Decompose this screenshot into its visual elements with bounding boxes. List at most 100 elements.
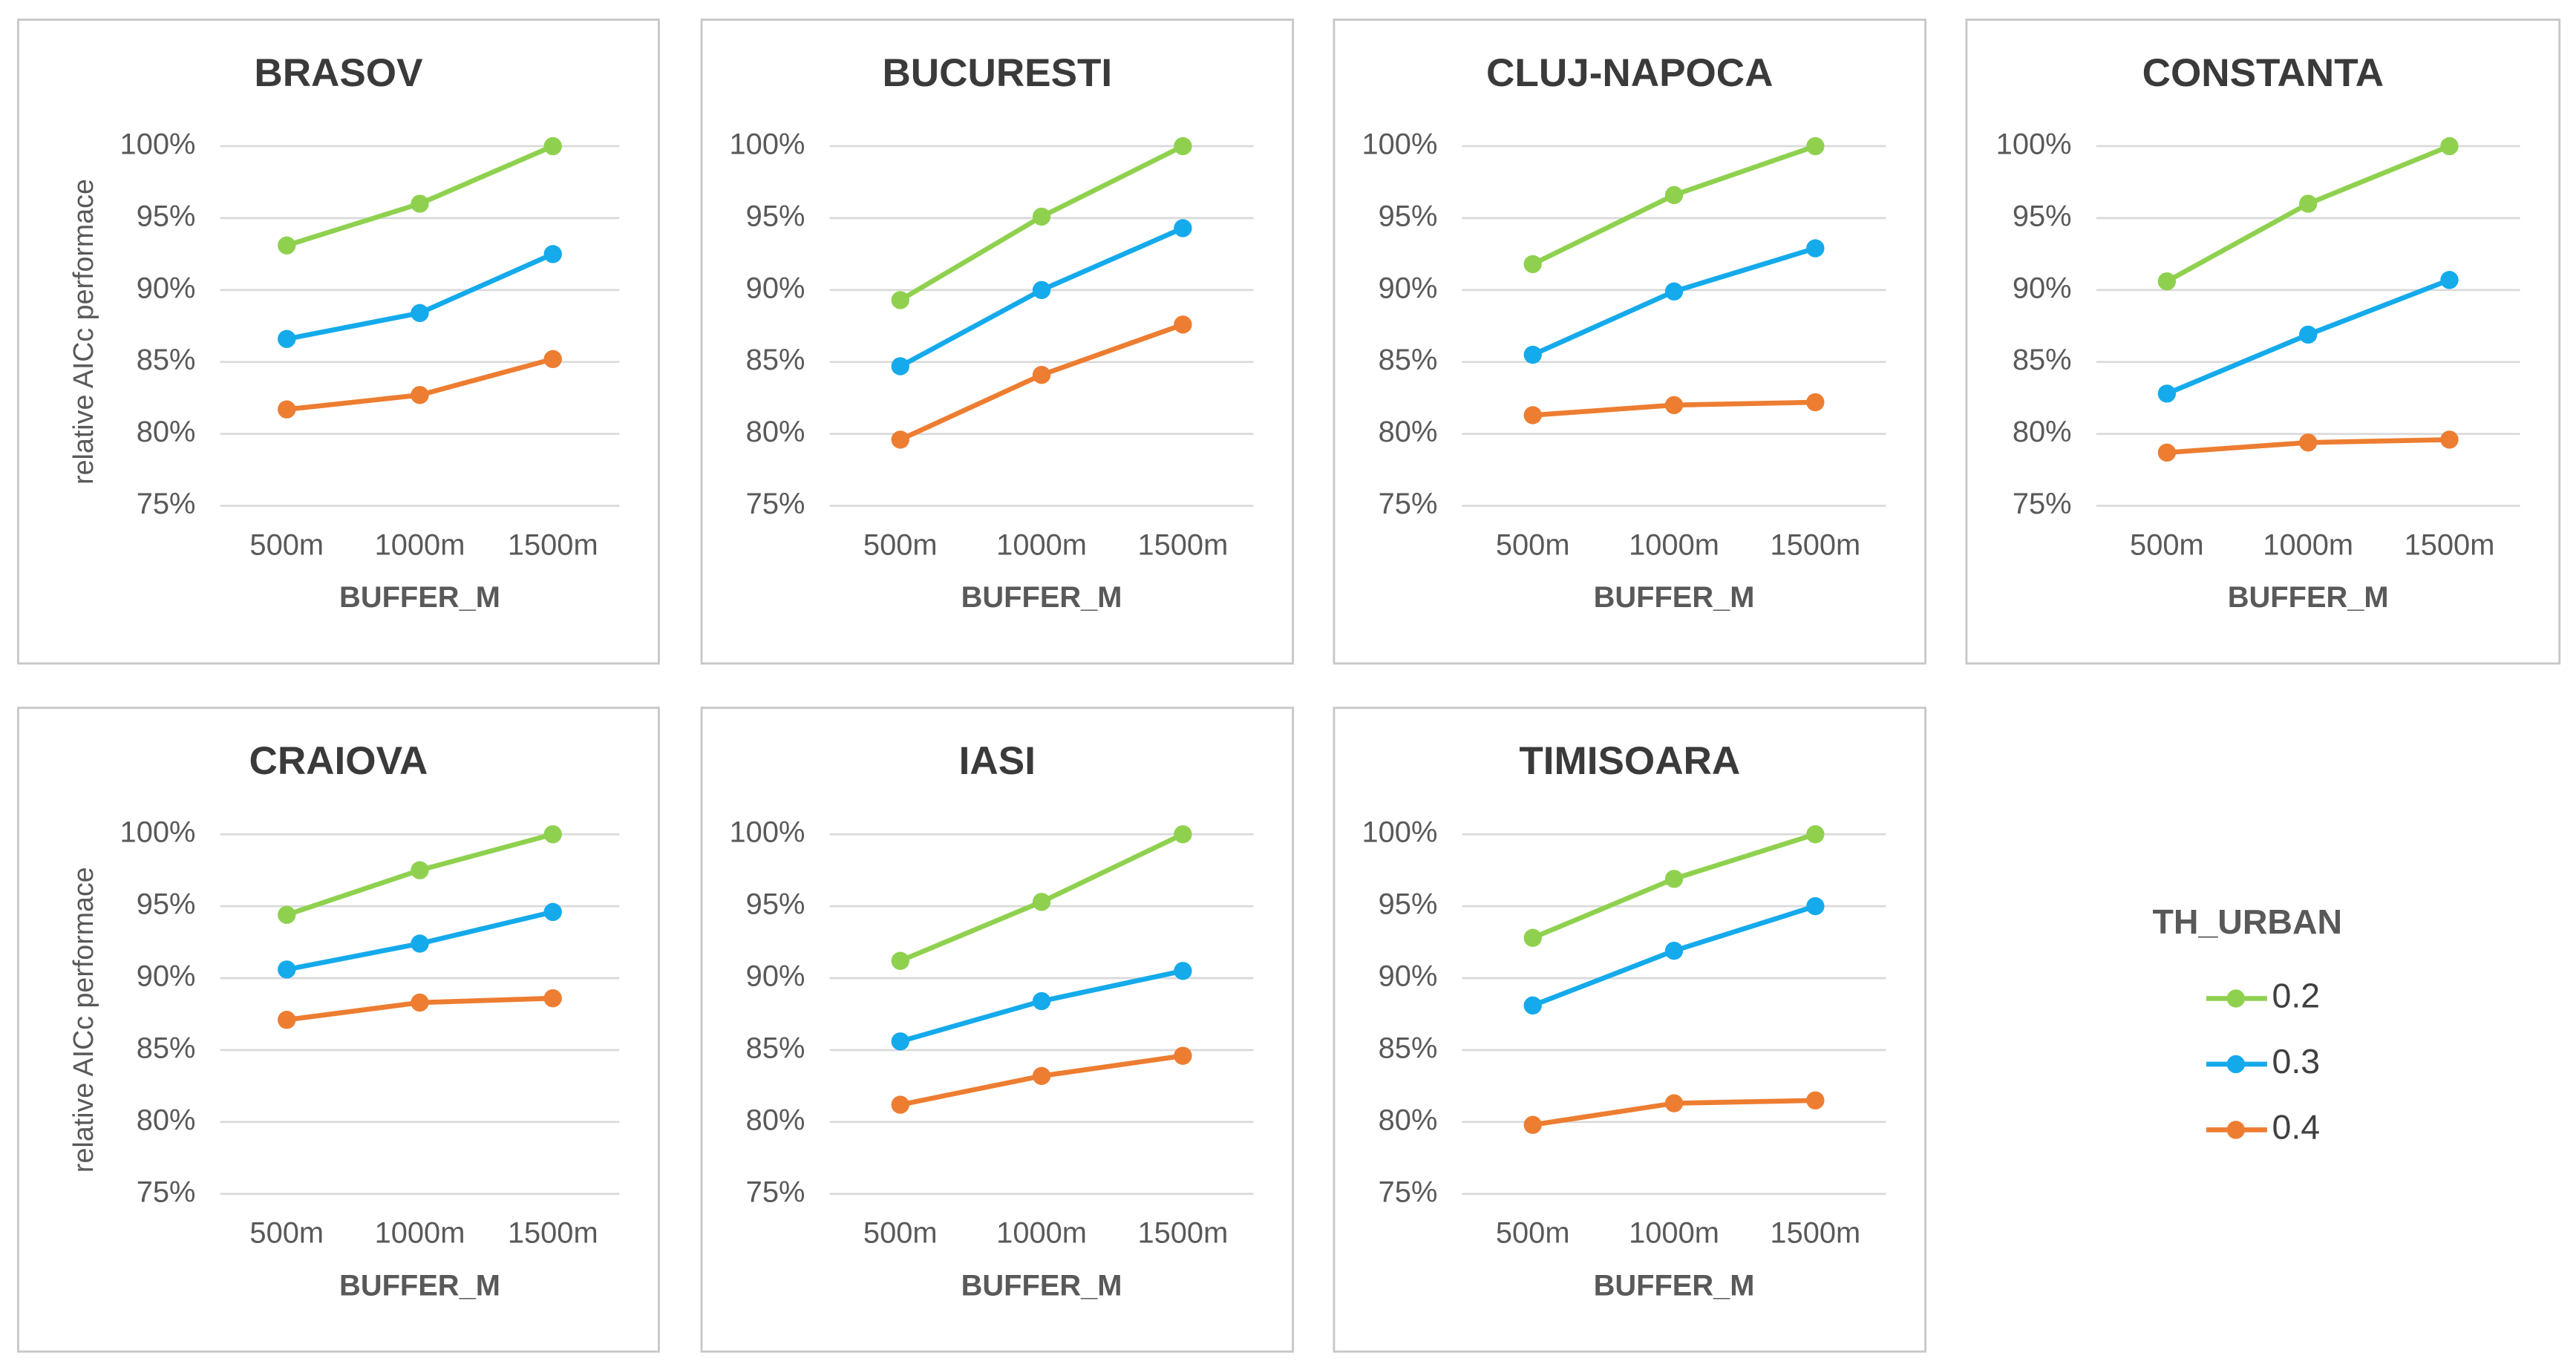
x-tick-label: 500m bbox=[863, 1217, 938, 1250]
x-tick-label: 1000m bbox=[996, 1217, 1087, 1250]
panel-frame bbox=[1333, 19, 1927, 665]
y-tick-label: 75% bbox=[2013, 488, 2072, 520]
y-tick-label: 90% bbox=[137, 272, 196, 304]
chart-title: IASI bbox=[959, 739, 1036, 783]
y-tick-label: 85% bbox=[746, 1032, 805, 1064]
data-point bbox=[411, 304, 429, 322]
chart-title: BUCURESTI bbox=[882, 51, 1112, 95]
data-point bbox=[891, 1032, 909, 1051]
data-point bbox=[1664, 282, 1684, 301]
y-tick-label: 80% bbox=[137, 1104, 196, 1136]
legend-marker bbox=[2226, 1055, 2246, 1074]
panel-frame bbox=[1333, 707, 1927, 1353]
data-point bbox=[1174, 315, 1192, 334]
data-point bbox=[278, 905, 296, 924]
y-tick-label: 95% bbox=[137, 888, 196, 921]
y-tick-label: 80% bbox=[1379, 416, 1438, 448]
x-tick-label: 1500m bbox=[508, 1217, 598, 1250]
legend-title: TH_URBAN bbox=[2153, 902, 2343, 941]
data-point bbox=[411, 386, 429, 404]
y-tick-label: 100% bbox=[120, 128, 196, 160]
x-axis-label: BUFFER_M bbox=[961, 1269, 1122, 1302]
data-point bbox=[2440, 271, 2459, 289]
y-tick-label: 100% bbox=[1361, 816, 1437, 849]
panel-frame bbox=[700, 707, 1295, 1353]
panel-frame bbox=[17, 19, 660, 665]
data-point bbox=[543, 350, 562, 369]
chart-title: CONSTANTA bbox=[2142, 51, 2384, 95]
data-point bbox=[1523, 1115, 1542, 1134]
y-tick-label: 85% bbox=[2013, 344, 2072, 376]
y-tick-label: 80% bbox=[746, 1104, 805, 1136]
data-point bbox=[411, 194, 429, 213]
chart-title: CRAIOVA bbox=[249, 739, 428, 783]
y-tick-label: 95% bbox=[137, 200, 196, 232]
y-tick-label: 90% bbox=[1379, 960, 1438, 993]
y-tick-label: 95% bbox=[1379, 200, 1438, 232]
y-axis-label: relative AICc performace bbox=[68, 179, 99, 485]
panel-frame bbox=[700, 19, 1295, 665]
data-point bbox=[2440, 430, 2459, 449]
x-axis-label: BUFFER_M bbox=[961, 581, 1122, 614]
data-point bbox=[278, 1011, 296, 1029]
data-point bbox=[2157, 272, 2177, 291]
data-point bbox=[1664, 870, 1684, 888]
y-tick-label: 85% bbox=[137, 1032, 196, 1064]
panel-frame bbox=[17, 707, 660, 1353]
data-point bbox=[543, 989, 562, 1008]
data-point bbox=[278, 400, 296, 419]
x-tick-label: 1500m bbox=[1137, 528, 1228, 561]
data-point bbox=[1032, 207, 1051, 226]
x-tick-label: 1500m bbox=[508, 528, 598, 561]
chart-title: TIMISOARA bbox=[1519, 739, 1740, 783]
y-tick-label: 95% bbox=[2013, 200, 2072, 232]
data-point bbox=[1523, 345, 1542, 364]
y-tick-label: 85% bbox=[1379, 1032, 1438, 1064]
data-point bbox=[891, 430, 909, 449]
data-point bbox=[2440, 137, 2459, 156]
data-point bbox=[1523, 255, 1542, 274]
x-tick-label: 500m bbox=[863, 528, 938, 561]
data-point bbox=[1806, 825, 1825, 844]
x-tick-label: 500m bbox=[249, 1217, 324, 1250]
data-point bbox=[891, 291, 909, 309]
y-tick-label: 75% bbox=[137, 488, 196, 520]
chart-title: CLUJ-NAPOCA bbox=[1486, 51, 1773, 95]
x-tick-label: 1000m bbox=[375, 528, 465, 561]
y-tick-label: 75% bbox=[746, 1176, 805, 1208]
data-point bbox=[1032, 281, 1051, 299]
data-point bbox=[543, 245, 562, 263]
data-point bbox=[1032, 365, 1051, 384]
y-tick-label: 100% bbox=[1996, 128, 2072, 160]
x-tick-label: 1500m bbox=[1770, 1217, 1860, 1250]
x-axis-label: BUFFER_M bbox=[339, 1269, 500, 1302]
x-tick-label: 500m bbox=[2130, 528, 2204, 561]
panel-frame bbox=[1965, 19, 2561, 665]
data-point bbox=[2157, 443, 2177, 462]
data-point bbox=[1664, 186, 1684, 205]
y-tick-label: 80% bbox=[137, 416, 196, 448]
y-tick-label: 90% bbox=[137, 960, 196, 993]
data-point bbox=[2299, 325, 2318, 344]
y-tick-label: 90% bbox=[746, 960, 805, 993]
y-tick-label: 85% bbox=[746, 344, 805, 376]
data-point bbox=[1032, 991, 1051, 1011]
data-point bbox=[1174, 219, 1192, 237]
legend-marker bbox=[2226, 989, 2246, 1008]
data-point bbox=[2157, 384, 2177, 403]
data-point bbox=[411, 861, 429, 879]
data-point bbox=[1523, 406, 1542, 424]
y-tick-label: 95% bbox=[746, 200, 805, 232]
y-tick-label: 100% bbox=[730, 128, 805, 160]
data-point bbox=[1174, 137, 1192, 156]
y-tick-label: 85% bbox=[137, 344, 196, 376]
y-tick-label: 75% bbox=[746, 488, 805, 520]
y-axis-label: relative AICc performace bbox=[68, 867, 99, 1173]
legend-label: 0.3 bbox=[2272, 1042, 2321, 1081]
y-tick-label: 95% bbox=[746, 888, 805, 921]
data-point bbox=[1806, 393, 1825, 412]
y-tick-label: 75% bbox=[137, 1176, 196, 1208]
data-point bbox=[278, 330, 296, 348]
